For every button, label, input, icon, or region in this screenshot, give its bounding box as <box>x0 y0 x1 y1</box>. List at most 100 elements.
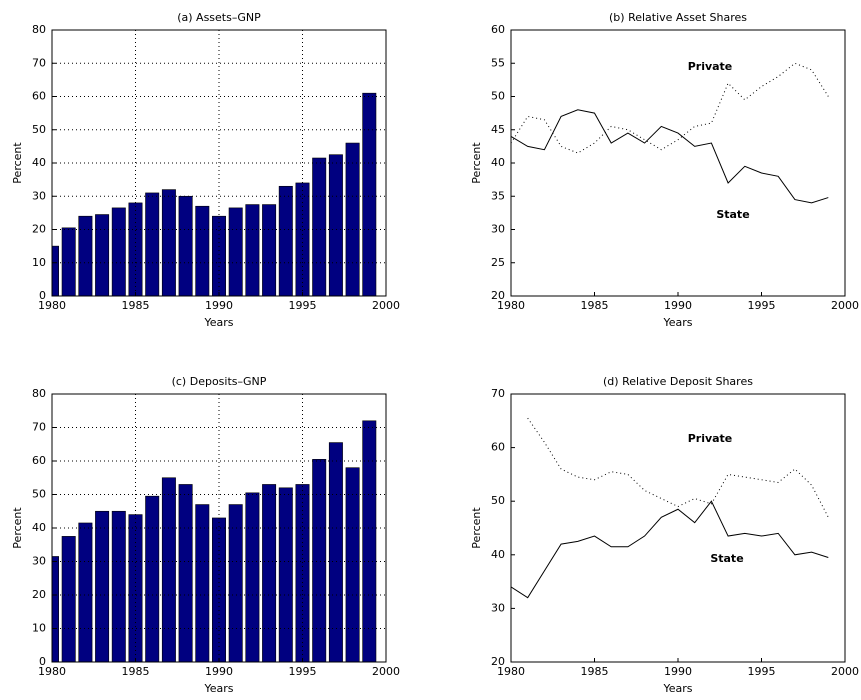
y-tick-label: 40 <box>491 548 505 561</box>
x-tick-label: 1980 <box>497 665 525 678</box>
x-axis-label: Years <box>662 682 692 695</box>
y-tick-label: 30 <box>32 555 46 568</box>
bar <box>312 157 327 296</box>
y-tick-label: 70 <box>32 421 46 434</box>
panel: (c) Deposits–GNP Years Percent 1980 1985 1990… <box>11 375 400 695</box>
x-tick-label: 1980 <box>497 299 525 312</box>
y-tick-label: 50 <box>32 123 46 136</box>
bar <box>278 185 293 296</box>
bar <box>328 154 343 296</box>
y-tick-label: 30 <box>32 189 46 202</box>
plot-area <box>511 417 829 599</box>
panel: (a) Assets–GNP Years Percent 1980 1985 1990 19… <box>11 11 400 329</box>
y-tick-label: 80 <box>32 23 46 36</box>
bar <box>212 215 226 296</box>
series-label: Private <box>688 432 733 445</box>
series-label: Private <box>688 60 733 73</box>
y-tick-label: 60 <box>32 454 46 467</box>
y-tick-label: 10 <box>32 256 46 269</box>
y-tick-label: 10 <box>32 622 46 635</box>
y-tick-label: 55 <box>491 56 505 69</box>
x-tick-label: 1990 <box>664 299 692 312</box>
y-tick-label: 20 <box>491 289 505 302</box>
bar <box>245 492 260 662</box>
bar <box>245 204 260 296</box>
x-tick-label: 2000 <box>372 299 400 312</box>
x-tick-label: 1985 <box>581 665 609 678</box>
x-tick-label: 2000 <box>831 665 859 678</box>
y-tick-label: 20 <box>32 588 46 601</box>
chart-title: (c) Deposits–GNP <box>172 375 267 388</box>
bar <box>212 517 226 662</box>
chart-title: (d) Relative Deposit Shares <box>603 375 753 388</box>
series-label: State <box>716 208 749 221</box>
plot-area <box>52 92 377 296</box>
bar <box>262 204 277 296</box>
y-tick-label: 20 <box>491 655 505 668</box>
bar <box>328 442 343 662</box>
bar <box>345 142 360 296</box>
x-tick-label: 1980 <box>38 299 66 312</box>
axes-frame <box>51 29 387 297</box>
bar <box>95 510 110 662</box>
x-axis-label: Years <box>203 316 233 329</box>
bar <box>52 245 59 296</box>
bar <box>278 487 293 662</box>
x-tick-label: 1985 <box>122 299 150 312</box>
y-tick-label: 0 <box>39 289 46 302</box>
x-tick-label: 1980 <box>38 665 66 678</box>
bar <box>61 536 76 662</box>
chart-title: (a) Assets–GNP <box>177 11 261 24</box>
x-tick-label: 1985 <box>122 665 150 678</box>
y-tick-label: 30 <box>491 223 505 236</box>
bar <box>78 522 93 662</box>
y-tick-label: 60 <box>491 441 505 454</box>
x-axis-label: Years <box>203 682 233 695</box>
x-tick-label: 1985 <box>581 299 609 312</box>
panel: (d) Relative Deposit Shares Years Percent 1… <box>470 375 859 695</box>
bar <box>95 214 110 296</box>
x-tick-label: 1990 <box>205 299 233 312</box>
bar <box>362 420 377 662</box>
bar <box>52 556 59 662</box>
bar <box>111 510 126 662</box>
bar <box>345 467 360 662</box>
y-axis-label: Percent <box>11 507 24 549</box>
bar <box>312 459 327 662</box>
bar <box>195 504 210 662</box>
y-tick-label: 40 <box>491 156 505 169</box>
bar <box>145 495 160 662</box>
bar <box>228 207 243 296</box>
bar <box>295 484 310 662</box>
x-tick-label: 1995 <box>748 665 776 678</box>
y-tick-label: 30 <box>491 601 505 614</box>
x-tick-label: 1990 <box>664 665 692 678</box>
y-axis-label: Percent <box>470 142 483 184</box>
x-tick-label: 1995 <box>748 299 776 312</box>
bar <box>61 227 76 296</box>
chart-title: (b) Relative Asset Shares <box>609 11 747 24</box>
y-tick-label: 0 <box>39 655 46 668</box>
bar <box>195 205 210 296</box>
y-tick-label: 70 <box>32 56 46 69</box>
line-series <box>511 109 829 204</box>
y-tick-label: 50 <box>491 494 505 507</box>
x-tick-label: 2000 <box>831 299 859 312</box>
bar <box>78 215 93 296</box>
plot-area <box>511 62 829 204</box>
y-tick-label: 70 <box>491 387 505 400</box>
x-tick-label: 1995 <box>289 299 317 312</box>
y-tick-label: 45 <box>491 123 505 136</box>
x-tick-label: 1990 <box>205 665 233 678</box>
bar <box>362 92 377 296</box>
bar <box>161 477 176 662</box>
x-tick-label: 2000 <box>372 665 400 678</box>
line-series <box>527 417 829 518</box>
bar <box>161 189 176 296</box>
line-series <box>511 62 829 154</box>
series-label: State <box>710 552 743 565</box>
y-tick-label: 20 <box>32 223 46 236</box>
bar <box>111 207 126 296</box>
x-tick-label: 1995 <box>289 665 317 678</box>
